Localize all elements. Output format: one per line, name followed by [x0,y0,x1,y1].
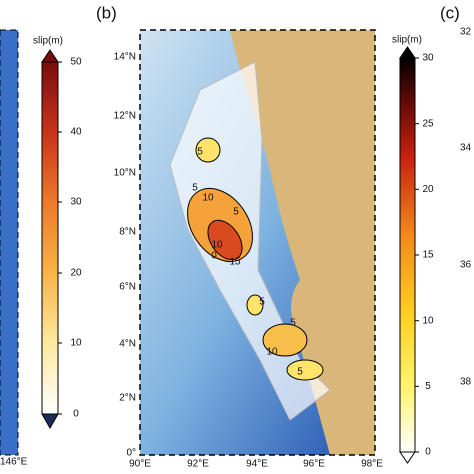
slip-patch [207,219,243,261]
contour-label: 5 [197,147,203,158]
contour-label: 0 [211,251,217,262]
contour-label: 10 [202,193,214,204]
lat-label: 0° [126,448,136,459]
land [230,30,375,455]
axis-label: 38 [460,377,472,388]
lat-label: 12°N [114,111,136,122]
tick-label: 0 [73,409,79,420]
colorbar-title: slip(m) [392,35,422,46]
lat-label: 4°N [119,339,136,350]
tick-label: 20 [70,268,82,279]
colorbar-ticks: 50 40 30 20 10 0 [58,57,82,420]
contour-label: 5 [290,318,296,329]
tick-label: 15 [422,250,434,261]
map-strip [0,30,18,455]
axis-label: 36 [460,260,472,271]
lat-label: 6°N [119,282,136,293]
tick-label: 5 [425,381,431,392]
map-frame [0,29,19,456]
panel-label: (b) [96,3,117,22]
lat-label: 2°N [119,393,136,404]
panel-label: (c) [440,3,460,22]
colorbar [399,57,416,453]
slip-patch [195,137,221,163]
slip-patch [246,294,264,316]
axis-label: 32 [460,27,472,38]
axis-label: 34 [460,143,472,154]
axis-labels: 32 34 36 38 [460,27,472,388]
map [139,29,376,456]
tick-label: 0 [425,447,431,458]
lon-label: 96°E [303,459,325,470]
lon-label: 98°E [361,459,383,470]
lon-label: 92°E [187,459,209,470]
tick-label: 10 [422,315,434,326]
colorbar-cap [399,46,416,59]
contour-label: 5 [297,367,303,378]
tick-label: 30 [70,197,82,208]
colorbar-ticks: 30 25 20 15 10 5 0 [415,53,434,458]
tick-label: 40 [70,127,82,138]
lon-label: 90°E [129,459,151,470]
lat-label: 14°N [114,52,136,63]
slip-patch [262,323,308,357]
contour-label: 10 [211,240,223,251]
lon-label: 94°E [246,459,268,470]
colorbar-cap [399,451,416,464]
tick-label: 30 [422,53,434,64]
lat-label: 8°N [119,227,136,238]
slip-patch [286,359,324,381]
colorbar-cap [41,49,59,63]
contour-label: 5 [233,207,239,218]
contour-label: 10 [266,347,278,358]
colorbar [41,61,59,415]
map-labels: 14°N 12°N 10°N 8°N 6°N 4°N 2°N 0°90°E 92°E 94°E 96… [114,52,384,470]
tick-label: 50 [70,57,82,68]
colorbar-title: slip(m) [33,36,63,47]
tick-label: 25 [422,118,434,129]
lat-label: 10°N [114,168,136,179]
tick-label: 10 [70,338,82,349]
tick-label: 20 [422,184,434,195]
contour-label: 5 [259,297,265,308]
contour-label: 5 [192,183,198,194]
colorbar-cap [41,413,59,430]
contour-label: 15 [229,257,241,268]
lon-label: 146°E [0,457,28,468]
